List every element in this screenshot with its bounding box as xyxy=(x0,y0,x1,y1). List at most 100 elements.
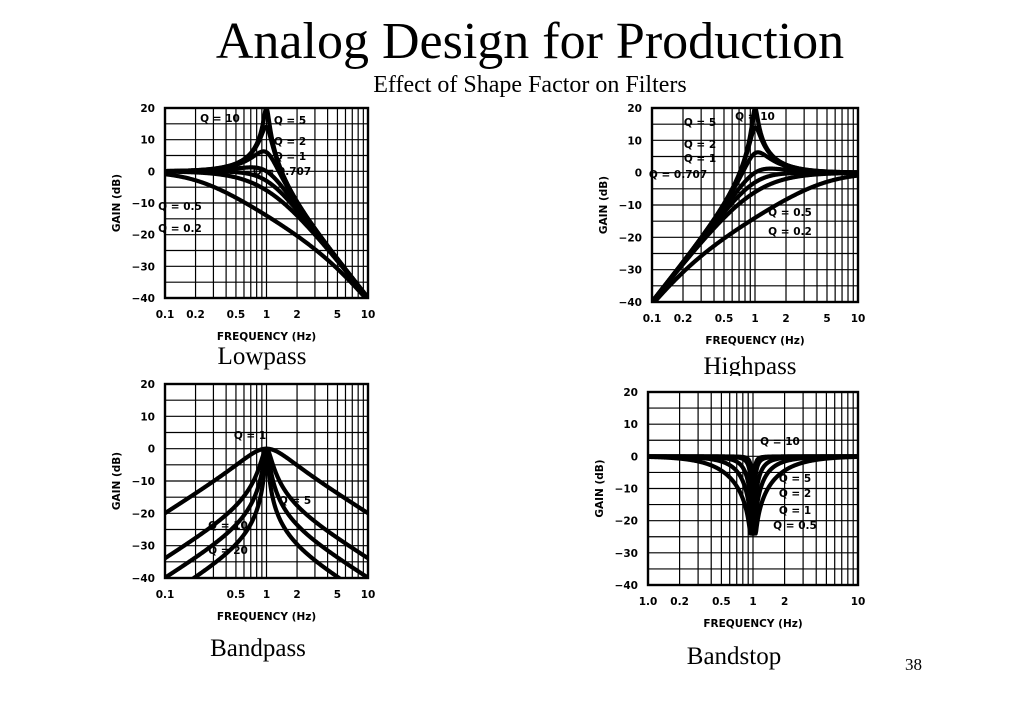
bandpass-ytick-label: 10 xyxy=(140,411,155,423)
bandstop-chart: 20 10 0 −10 −20 −30 −401.0 0.2 0.5 1 2 10 FREQUENCY … xyxy=(594,387,866,630)
highpass-xtick-label: 10 xyxy=(851,313,866,325)
lowpass-series-label: Q = 0.707 xyxy=(253,166,311,178)
bandpass-xtick-label: 0.1 xyxy=(156,589,175,601)
bandstop-series-label: Q = 2 xyxy=(779,488,811,500)
highpass-ytick-label: −10 xyxy=(619,200,642,212)
bandpass-y-axis-label: GAIN (dB) xyxy=(111,452,123,510)
bandpass-series-label: Q = 5 xyxy=(279,495,311,507)
bandpass-ytick-label: −40 xyxy=(132,573,155,585)
lowpass-ytick-label: −30 xyxy=(132,261,155,273)
lowpass-ytick-label: −10 xyxy=(132,198,155,210)
lowpass-series-line xyxy=(165,169,368,298)
bandpass-x-axis-label: FREQUENCY (Hz) xyxy=(217,611,316,623)
bandstop-xtick-label: 10 xyxy=(851,596,866,608)
lowpass-xtick-label: 0.1 xyxy=(156,309,175,321)
lowpass-xtick-label: 0.2 xyxy=(186,309,205,321)
lowpass-series-line xyxy=(165,172,368,298)
slide-subtitle: Effect of Shape Factor on Filters xyxy=(373,72,687,98)
bandpass-chart: 20 10 0 −10 −20 −30 −400.1 0.5 1 2 5 10 FREQUENCY (H… xyxy=(111,379,375,623)
bandpass-plot-frame xyxy=(163,382,370,580)
bandpass-series-line xyxy=(190,446,343,578)
bandpass-ytick-label: 20 xyxy=(140,379,155,391)
bandpass-ytick-label: −30 xyxy=(132,541,155,553)
highpass-ytick-label: −30 xyxy=(619,265,642,277)
bandstop-xtick-label: 1.0 xyxy=(639,596,658,608)
highpass-caption: Highpass xyxy=(650,352,850,376)
slide-title: Analog Design for Production xyxy=(215,13,845,70)
bandstop-plot-frame xyxy=(646,390,860,587)
highpass-series-line xyxy=(652,170,858,302)
lowpass-ytick-label: −20 xyxy=(132,230,155,242)
highpass-series-label: Q = 2 xyxy=(684,139,716,151)
bandstop-y-axis-label: GAIN (dB) xyxy=(594,459,606,517)
highpass-series-label: Q = 5 xyxy=(684,117,716,129)
bandstop-series-label: Q = 1 xyxy=(779,505,811,517)
highpass-x-axis-label: FREQUENCY (Hz) xyxy=(705,335,804,347)
highpass-ytick-label: −40 xyxy=(619,297,642,309)
lowpass-ytick-label: 0 xyxy=(148,166,155,178)
highpass-xtick-label: 1 xyxy=(751,313,758,325)
highpass-y-axis-label: GAIN (dB) xyxy=(598,176,610,234)
bandpass-caption: Bandpass xyxy=(158,634,358,664)
page-number: 38 xyxy=(905,655,922,674)
bandstop-ytick-label: 10 xyxy=(623,419,638,431)
bandstop-ytick-label: −20 xyxy=(615,516,638,528)
bandpass-xtick-label: 5 xyxy=(334,589,341,601)
bandstop-xtick-label: 0.5 xyxy=(712,596,731,608)
lowpass-xtick-label: 10 xyxy=(361,309,376,321)
bandstop-ytick-label: 0 xyxy=(631,451,638,463)
lowpass-xtick-label: 5 xyxy=(334,309,341,321)
bandstop-xtick-label: 1 xyxy=(749,596,756,608)
highpass-curves xyxy=(652,108,858,302)
lowpass-ytick-label: 10 xyxy=(140,135,155,147)
bandstop-series-label: Q = 0.5 xyxy=(773,520,817,532)
highpass-series-label: Q = 1 xyxy=(684,153,716,165)
highpass-series-label: Q = 0.707 xyxy=(649,169,707,181)
bandstop-curves xyxy=(648,454,858,536)
bandstop-ytick-label: −30 xyxy=(615,548,638,560)
bandpass-curves xyxy=(165,446,368,578)
lowpass-xtick-label: 0.5 xyxy=(227,309,246,321)
highpass-xtick-label: 0.1 xyxy=(643,313,662,325)
highpass-chart: 20 10 0 −10 −20 −30 −400.1 0.2 0.5 1 2 5 10 FREQUENCY… xyxy=(598,103,866,347)
bandpass-xtick-label: 1 xyxy=(263,589,270,601)
bandpass-series-label: Q = 1 xyxy=(234,430,266,442)
lowpass-series-label: Q = 10 xyxy=(200,113,240,125)
highpass-series-label: Q = 10 xyxy=(735,111,775,123)
lowpass-y-axis-label: GAIN (dB) xyxy=(111,174,123,232)
lowpass-chart: 20 10 0 −10 −20 −30 −400.1 0.2 0.5 1 2 5 10 FREQUENCY… xyxy=(111,103,376,343)
highpass-xtick-label: 2 xyxy=(782,313,789,325)
bandpass-ytick-label: 0 xyxy=(148,444,155,456)
lowpass-xtick-label: 1 xyxy=(263,309,270,321)
bandstop-x-axis-label: FREQUENCY (Hz) xyxy=(703,618,802,630)
lowpass-x-axis-label: FREQUENCY (Hz) xyxy=(217,331,316,343)
lowpass-series-label: Q = 0.5 xyxy=(158,201,202,213)
lowpass-ytick-label: −40 xyxy=(132,293,155,305)
bandstop-caption: Bandstop xyxy=(634,642,834,672)
highpass-xtick-label: 0.5 xyxy=(715,313,734,325)
highpass-ytick-label: −20 xyxy=(619,232,642,244)
lowpass-series-label: Q = 2 xyxy=(274,136,306,148)
highpass-series-line xyxy=(652,173,858,302)
highpass-ytick-label: 20 xyxy=(627,103,642,115)
bandstop-series-label: Q = 10 xyxy=(760,436,800,448)
bandstop-ytick-label: −40 xyxy=(615,580,638,592)
highpass-xtick-label: 5 xyxy=(823,313,830,325)
lowpass-series-label: Q = 0.2 xyxy=(158,223,202,235)
bandstop-series-line xyxy=(648,454,858,536)
highpass-series-label: Q = 0.5 xyxy=(768,207,812,219)
bandpass-ytick-label: −10 xyxy=(132,476,155,488)
highpass-series-label: Q = 0.2 xyxy=(768,226,812,238)
lowpass-series-label: Q = 5 xyxy=(274,115,306,127)
lowpass-curves xyxy=(165,108,368,298)
lowpass-series-label: Q = 1 xyxy=(274,151,306,163)
bandstop-ytick-label: 20 xyxy=(623,387,638,399)
lowpass-caption: Lowpass xyxy=(162,342,362,372)
bandpass-series-label: Q = 20 xyxy=(208,545,248,557)
bandpass-xtick-label: 0.5 xyxy=(227,589,246,601)
bandstop-xtick-label: 0.2 xyxy=(670,596,689,608)
highpass-xtick-label: 0.2 xyxy=(674,313,693,325)
lowpass-xtick-label: 2 xyxy=(293,309,300,321)
bandstop-series-label: Q = 5 xyxy=(779,473,811,485)
bandpass-series-label: Q = 10 xyxy=(208,520,248,532)
